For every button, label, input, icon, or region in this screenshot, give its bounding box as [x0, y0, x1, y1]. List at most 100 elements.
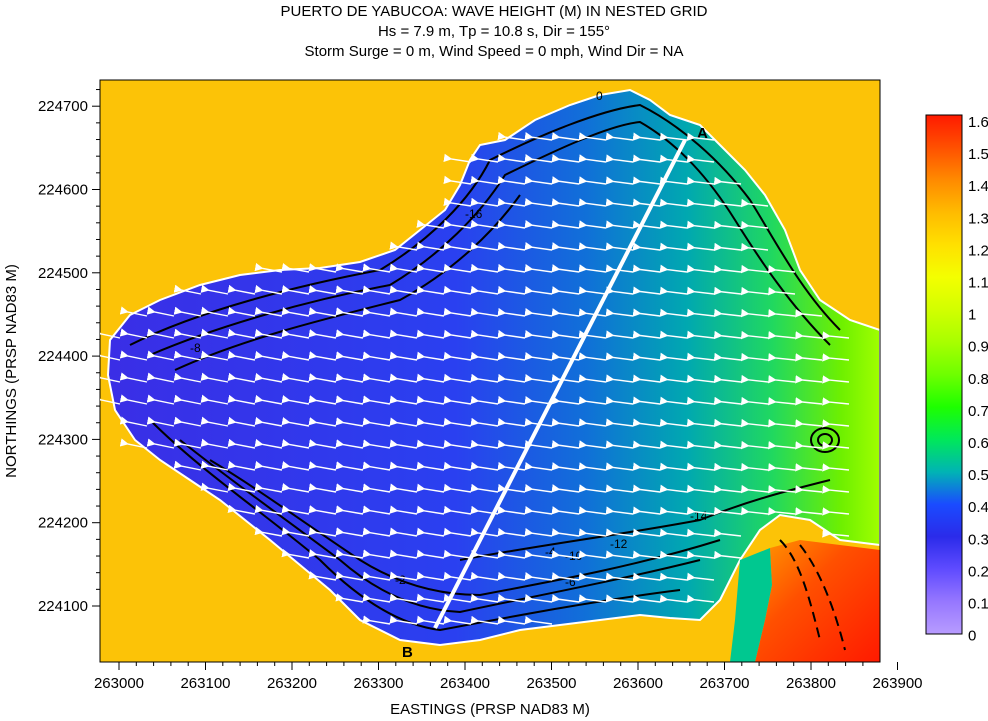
wave-vector: [632, 176, 661, 185]
wave-vector: [119, 438, 148, 449]
wave-vector: [254, 262, 283, 273]
wave-vector: [524, 286, 553, 295]
transect-line: [433, 139, 687, 629]
wave-vector: [795, 463, 823, 472]
wave-vector: [740, 462, 769, 472]
wave-vector: [470, 571, 499, 581]
wave-vector: [686, 286, 715, 296]
wave-vector: [686, 308, 715, 318]
wave-vector: [551, 550, 580, 559]
wave-vector: [254, 372, 283, 383]
wave-vector: [767, 287, 796, 296]
wave-vector: [578, 330, 607, 339]
wave-vector: [200, 328, 229, 339]
wave-vector: [119, 306, 148, 317]
wave-vector: [443, 175, 472, 185]
y-tick-label: 224300: [38, 431, 88, 448]
colorbar-label: 0.8: [968, 371, 988, 388]
wave-vector: [524, 572, 553, 581]
wave-vector: [389, 571, 418, 581]
wave-vector: [443, 285, 472, 295]
wave-vector: [605, 242, 634, 251]
wave-vector: [686, 330, 715, 340]
wave-vector: [281, 417, 310, 427]
wave-vector: [416, 417, 445, 427]
wave-vector: [227, 504, 256, 515]
y-tick-label: 224500: [38, 265, 88, 282]
wave-vector: [578, 528, 607, 537]
wave-vector: [173, 284, 202, 295]
wave-vector: [740, 242, 769, 252]
x-axis: 263000 263100 263200 263300 263400 263500 2636…: [94, 662, 923, 692]
wave-vector: [578, 396, 607, 405]
wave-vector: [470, 461, 499, 471]
contour-label--14: -14: [690, 509, 708, 523]
wave-vector: [227, 438, 256, 449]
wave-vector: [740, 220, 769, 230]
wave-vector: [767, 353, 796, 362]
wave-vector: [416, 285, 445, 295]
wave-vector: [632, 440, 661, 449]
wave-vector: [632, 572, 661, 581]
wave-vector: [362, 439, 391, 449]
wave-vector: [308, 263, 337, 273]
wave-vector: [443, 263, 472, 273]
wave-vector: [632, 154, 661, 163]
wave-vector: [713, 462, 742, 472]
wave-vector: [713, 308, 742, 318]
wave-vector: [551, 242, 580, 251]
wave-vector: [308, 307, 337, 317]
wave-vector: [524, 242, 553, 251]
wave-vector: [254, 482, 283, 493]
wave-vector: [686, 462, 715, 472]
wave-vector: [497, 329, 526, 339]
wave-vector: [497, 219, 526, 229]
colorbar-label: 1.1: [968, 275, 988, 292]
wave-vector: [362, 307, 391, 317]
wave-vector: [524, 264, 553, 273]
wave-vector: [605, 396, 634, 405]
wave-vector: [389, 285, 418, 295]
wave-vector: [497, 505, 526, 515]
wave-vector: [713, 176, 742, 186]
wave-vector: [740, 330, 769, 340]
contour-label-0: 0: [596, 89, 603, 103]
wave-vector: [551, 484, 580, 493]
wave-vector: [497, 461, 526, 471]
colorbar-label: 0.6: [968, 435, 988, 452]
wave-vector: [254, 350, 283, 361]
colorbar-label: 0.4: [968, 499, 988, 516]
wave-vector: [335, 571, 364, 581]
wave-vector: [308, 285, 337, 295]
wave-vector: [416, 549, 445, 559]
wave-vector: [713, 550, 742, 560]
wave-vector: [605, 484, 634, 493]
colorbar-label: 0.7: [968, 403, 988, 420]
wave-vector: [416, 395, 445, 405]
wave-vector: [524, 154, 553, 163]
wave-vector: [632, 286, 661, 295]
wave-vector: [524, 550, 553, 559]
wave-vector: [470, 417, 499, 427]
wave-vector: [281, 527, 310, 537]
wave-vector: [740, 352, 769, 362]
wave-vector: [497, 549, 526, 559]
wave-vector: [416, 527, 445, 537]
wave-vector: [686, 264, 715, 274]
wave-vector: [686, 352, 715, 362]
wave-vector: [227, 460, 256, 471]
wave-vector: [551, 264, 580, 273]
wave-vector: [605, 330, 634, 339]
wave-vector: [740, 418, 769, 428]
wave-vector: [254, 438, 283, 449]
wave-vector: [362, 461, 391, 471]
wave-vector: [362, 417, 391, 427]
wave-vector: [659, 528, 688, 537]
wave-vector: [389, 351, 418, 361]
wave-vector: [822, 507, 850, 516]
x-tick-label: 263100: [180, 675, 230, 692]
wave-vector: [497, 263, 526, 273]
wave-vector: [335, 505, 364, 515]
y-tick-label: 224400: [38, 348, 88, 365]
wave-vector: [335, 549, 364, 559]
